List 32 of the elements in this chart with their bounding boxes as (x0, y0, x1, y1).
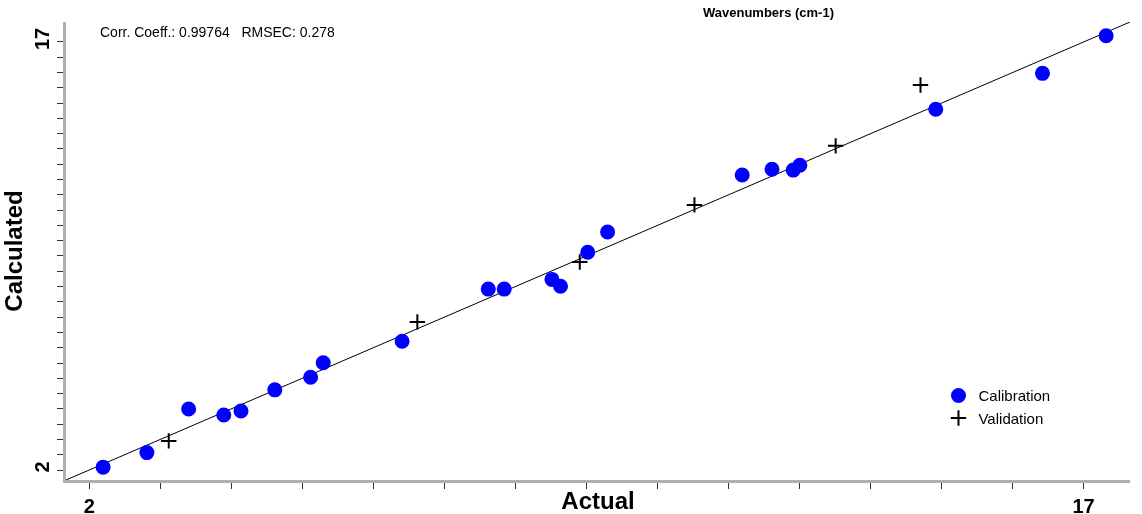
point (685, 196, 704, 214)
point (267, 382, 283, 398)
point (764, 161, 780, 177)
point (303, 369, 319, 385)
point (216, 407, 232, 423)
point (480, 281, 496, 297)
point (160, 432, 178, 450)
point (233, 403, 249, 419)
point (928, 101, 944, 117)
point (496, 281, 512, 297)
point (580, 244, 596, 260)
annotation: Corr. Coeff.: 0.99764 RMSEC: 0.278 (100, 24, 335, 40)
point (394, 333, 410, 349)
point (734, 167, 750, 183)
legend-label: Calibration (978, 387, 1051, 405)
point (600, 224, 616, 240)
point (95, 459, 111, 475)
point (553, 278, 569, 294)
point (139, 445, 155, 461)
point (1035, 65, 1050, 81)
x-axis-title: Actual (561, 487, 635, 514)
y-axis-title: Calculated (0, 190, 27, 312)
point (315, 355, 331, 371)
legend-label: Validation (978, 409, 1044, 427)
point (792, 157, 808, 173)
point (408, 313, 427, 331)
text: Wavenumbers (cm-1) (703, 5, 834, 20)
point (911, 76, 930, 94)
point (1098, 28, 1114, 44)
point (181, 401, 197, 417)
point (826, 137, 845, 155)
point (571, 253, 589, 271)
